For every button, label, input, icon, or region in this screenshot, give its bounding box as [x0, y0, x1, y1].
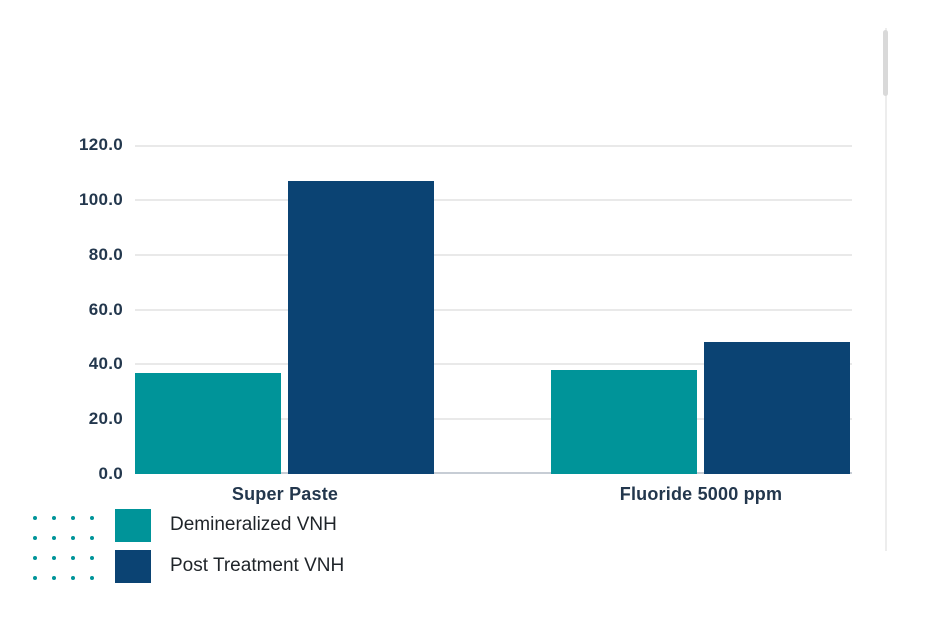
- legend: Demineralized VNH Post Treatment VNH: [115, 508, 344, 590]
- gridline: [135, 418, 852, 421]
- dot: [33, 516, 37, 520]
- y-axis-tick-label: 60.0: [88, 299, 123, 319]
- dot: [52, 556, 56, 560]
- legend-label-post-treatment: Post Treatment VNH: [170, 555, 345, 576]
- legend-swatch-post-treatment: [115, 549, 151, 583]
- dot: [90, 576, 94, 580]
- dot: [71, 516, 75, 520]
- y-axis-tick-label: 100.0: [78, 189, 123, 209]
- x-axis-baseline: [135, 472, 852, 474]
- bar-post-treatment-vnh-fluoride-5000-ppm: [704, 342, 850, 474]
- scrollbar-track[interactable]: [885, 28, 887, 551]
- gridline: [135, 363, 852, 366]
- y-axis-tick-label: 80.0: [88, 244, 123, 264]
- gridline: [135, 308, 852, 311]
- dot: [52, 536, 56, 540]
- dot: [33, 556, 37, 560]
- gridline: [135, 145, 852, 147]
- dot: [71, 576, 75, 580]
- dot: [90, 556, 94, 560]
- bar-demineralized-vnh-fluoride-5000-ppm: [551, 369, 697, 474]
- bar-demineralized-vnh-super-paste: [135, 372, 281, 474]
- dot: [90, 536, 94, 540]
- dot: [71, 536, 75, 540]
- legend-label-demineralized: Demineralized VNH: [170, 514, 337, 535]
- legend-item-demineralized: Demineralized VNH: [115, 508, 344, 542]
- y-axis-tick-label: 40.0: [88, 354, 123, 374]
- x-axis-category-label: Super Paste: [231, 484, 339, 504]
- dot: [71, 556, 75, 560]
- scrollbar-thumb[interactable]: [883, 30, 888, 96]
- y-axis-tick-label: 20.0: [88, 409, 123, 429]
- legend-item-post-treatment: Post Treatment VNH: [115, 549, 344, 583]
- bar-post-treatment-vnh-super-paste: [288, 180, 434, 474]
- gridline: [135, 198, 852, 201]
- y-axis-tick-label: 120.0: [78, 135, 123, 154]
- plot-area: Super Paste Fluoride 5000 ppm: [135, 145, 852, 504]
- dot: [52, 516, 56, 520]
- legend-swatch-demineralized: [115, 508, 151, 542]
- x-axis-category-label: Fluoride 5000 ppm: [619, 484, 783, 504]
- y-axis-tick-label: 0.0: [98, 464, 123, 483]
- dot-pattern-decoration: [33, 516, 94, 580]
- y-axis-tick-labels: 0.0 20.0 40.0 60.0 80.0 100.0 120.0: [0, 135, 123, 483]
- dot: [52, 576, 56, 580]
- dot: [90, 516, 94, 520]
- gridline: [135, 253, 852, 256]
- dot: [33, 576, 37, 580]
- dot: [33, 536, 37, 540]
